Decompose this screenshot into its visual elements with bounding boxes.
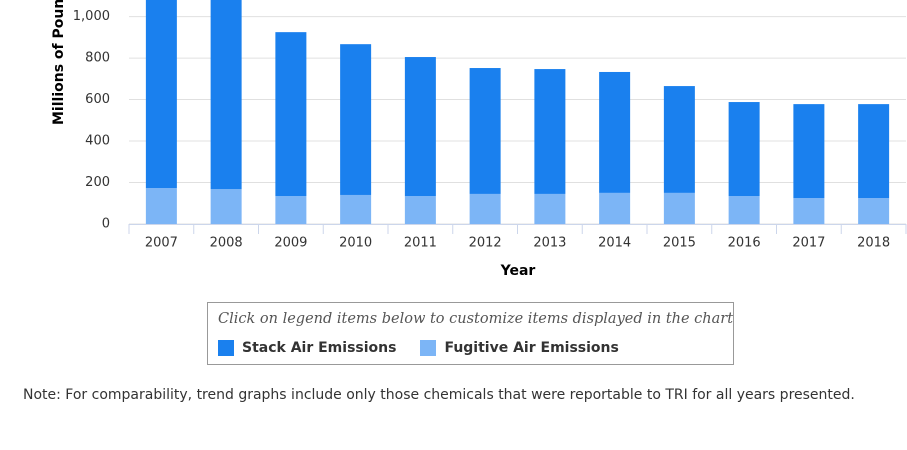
legend: Click on legend items below to customize… bbox=[207, 302, 734, 365]
x-tick-label: 2009 bbox=[274, 236, 307, 251]
y-tick-label: 1,000 bbox=[73, 9, 110, 24]
x-tick-label: 2010 bbox=[339, 236, 372, 251]
bar-segment bbox=[599, 192, 631, 224]
x-tick-label: 2012 bbox=[469, 236, 502, 251]
bar-segment bbox=[728, 102, 760, 196]
bar-segment bbox=[469, 68, 501, 194]
bar-segment bbox=[534, 69, 566, 194]
x-tick-label: 2008 bbox=[210, 236, 243, 251]
x-tick-label: 2018 bbox=[857, 236, 890, 251]
y-tick-label: 600 bbox=[85, 92, 110, 107]
bar-segment bbox=[663, 86, 695, 193]
x-tick-label: 2014 bbox=[598, 236, 631, 251]
x-tick-label: 2016 bbox=[728, 236, 761, 251]
x-tick-label: 2015 bbox=[663, 236, 696, 251]
legend-swatch bbox=[420, 340, 437, 356]
bar-segment bbox=[858, 198, 890, 224]
bar-segment bbox=[858, 104, 890, 199]
bar-segment bbox=[210, 0, 242, 190]
bar-segment bbox=[210, 189, 242, 224]
x-tick-label: 2011 bbox=[404, 236, 437, 251]
legend-swatch bbox=[218, 340, 234, 356]
note: Note: For comparability, trend graphs in… bbox=[23, 387, 855, 403]
legend-items: Stack Air Emissions Fugitive Air Emission… bbox=[218, 340, 619, 356]
bar-segment bbox=[340, 44, 372, 195]
legend-label: Fugitive Air Emissions bbox=[444, 340, 619, 356]
bar-segment bbox=[275, 32, 307, 196]
bar-segment bbox=[145, 0, 177, 189]
legend-item[interactable]: Stack Air Emissions bbox=[218, 340, 396, 356]
y-tick-label: 400 bbox=[85, 134, 110, 149]
y-tick-label: 800 bbox=[85, 51, 110, 66]
legend-item[interactable]: Fugitive Air Emissions bbox=[420, 340, 619, 356]
x-tick-label: 2007 bbox=[145, 236, 178, 251]
bar-segment bbox=[793, 198, 825, 224]
y-tick-label: 0 bbox=[102, 217, 110, 232]
bar-segment bbox=[663, 192, 695, 224]
bar-segment bbox=[534, 193, 566, 224]
bar-segment bbox=[404, 57, 436, 197]
bar-segment bbox=[275, 196, 307, 224]
bar-segment bbox=[793, 104, 825, 199]
bar-segment bbox=[728, 196, 760, 224]
y-tick-label: 200 bbox=[85, 175, 110, 190]
legend-hint: Click on legend items below to customize… bbox=[218, 311, 734, 327]
chart: Millions of Pounds Year 0 200 400 600 800 1,0… bbox=[51, 0, 907, 279]
x-tick-label: 2017 bbox=[792, 236, 825, 251]
legend-label: Stack Air Emissions bbox=[242, 340, 397, 356]
bar-segment bbox=[145, 188, 177, 224]
x-tick-label: 2013 bbox=[533, 236, 566, 251]
bar-segment bbox=[340, 194, 372, 224]
bar-segment bbox=[404, 196, 436, 224]
bar-segment bbox=[599, 71, 631, 193]
y-axis-label: Millions of Pounds bbox=[51, 0, 67, 125]
x-axis-label: Year bbox=[500, 263, 536, 279]
bar-segment bbox=[469, 193, 501, 224]
